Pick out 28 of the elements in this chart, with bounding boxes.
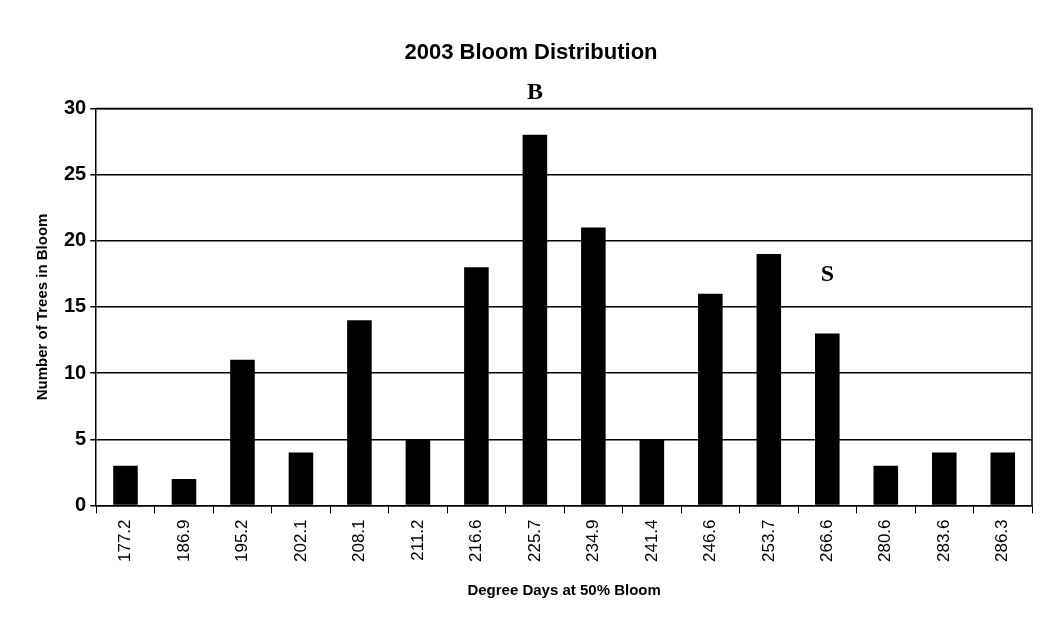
- x-tick-label: 283.6: [933, 519, 953, 563]
- chart-title: 2003 Bloom Distribution: [404, 39, 658, 65]
- x-tick-label: 186.9: [173, 519, 193, 563]
- x-tick-label: 211.2: [407, 519, 427, 561]
- y-tick-label: 25: [64, 162, 87, 185]
- annotation: S: [820, 260, 834, 287]
- y-tick-label: 30: [64, 95, 87, 118]
- y-tick-label: 0: [75, 492, 87, 515]
- x-tick-label: 195.2: [232, 519, 252, 563]
- y-tick-label: 5: [75, 426, 87, 449]
- x-tick-label: 225.7: [524, 519, 544, 563]
- y-tick-label: 10: [64, 360, 87, 383]
- x-tick-label: 280.6: [875, 519, 895, 563]
- x-axis-title: Degree Days at 50% Bloom: [467, 581, 661, 599]
- x-tick-label: 246.6: [700, 519, 720, 563]
- x-tick-label: 234.9: [583, 519, 603, 563]
- x-tick-label: 286.3: [992, 519, 1012, 563]
- y-axis-title: Number of Trees in Bloom: [33, 213, 51, 401]
- x-tick-label: 253.7: [758, 519, 778, 563]
- text: B: [526, 77, 543, 104]
- x-tick-label: 266.6: [816, 519, 836, 563]
- x-tick-label: 216.6: [466, 519, 486, 563]
- y-tick-label: 20: [64, 228, 87, 251]
- x-tick-label: 241.4: [641, 519, 661, 563]
- x-tick-label: 202.1: [290, 519, 310, 563]
- x-tick-label: 208.1: [349, 519, 369, 563]
- x-tick-label: 177.2: [115, 519, 135, 563]
- y-tick-label: 15: [64, 294, 87, 317]
